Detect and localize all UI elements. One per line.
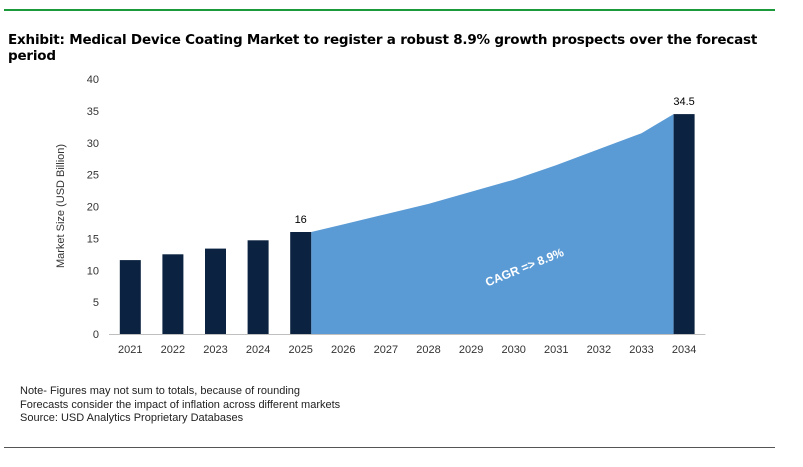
top-rule: [4, 9, 775, 11]
x-tick-label: 2022: [161, 344, 185, 356]
footnote-source: Source: USD Analytics Proprietary Databa…: [20, 412, 244, 424]
bar-2025: [290, 232, 312, 334]
x-tick-label: 2030: [501, 344, 525, 356]
forecast-area: [311, 114, 674, 334]
x-tick-label: 2021: [118, 344, 142, 356]
x-tick-label: 2023: [203, 344, 227, 356]
y-tick-label: 15: [87, 233, 99, 245]
bar-2034: [673, 114, 695, 334]
x-tick-label: 2033: [629, 344, 653, 356]
y-tick-label: 40: [87, 74, 99, 86]
y-tick-label: 20: [87, 202, 99, 214]
y-tick-label: 0: [93, 329, 99, 341]
x-tick-label: 2028: [416, 344, 440, 356]
x-tick-label: 2034: [672, 344, 696, 356]
footnote-rounding: Note- Figures may not sum to totals, bec…: [20, 385, 301, 397]
bar-2022: [162, 254, 184, 334]
footnotes: Note- Figures may not sum to totals, bec…: [20, 385, 340, 426]
bar-2024: [247, 240, 269, 334]
bar-2023: [205, 248, 226, 334]
x-tick-label: 2026: [331, 344, 355, 356]
bar-2021: [119, 260, 141, 334]
y-tick-label: 30: [87, 138, 99, 150]
x-tick-label: 2024: [246, 344, 270, 356]
x-axis-ticks: 2021 2022 2023 2024 2025 2026 2027 2028 2029 2030…: [118, 344, 696, 356]
x-tick-label: 2032: [587, 344, 611, 356]
y-tick-label: 25: [87, 170, 99, 182]
y-axis-ticks: 0 5 10 15 20 25 30 35 40: [87, 74, 99, 341]
data-labels: 16 34.5: [295, 96, 695, 226]
y-tick-label: 5: [93, 297, 99, 309]
footnote-inflation: Forecasts consider the impact of inflati…: [20, 398, 341, 411]
y-axis-title: Market Size (USD Billion): [55, 144, 67, 268]
x-tick-label: 2031: [544, 344, 568, 356]
bar-layer: [119, 114, 695, 334]
x-tick-label: 2029: [459, 344, 483, 356]
data-label-2025: 16: [295, 214, 307, 226]
y-tick-label: 35: [87, 106, 99, 118]
data-label-2034: 34.5: [673, 96, 694, 108]
chart-title: Exhibit: Medical Device Coating Market t…: [8, 32, 758, 64]
x-tick-label: 2027: [374, 344, 398, 356]
x-tick-label: 2025: [288, 344, 312, 356]
bottom-rule: [4, 447, 775, 448]
forecast-area-layer: [311, 114, 674, 334]
y-tick-label: 10: [87, 265, 99, 277]
